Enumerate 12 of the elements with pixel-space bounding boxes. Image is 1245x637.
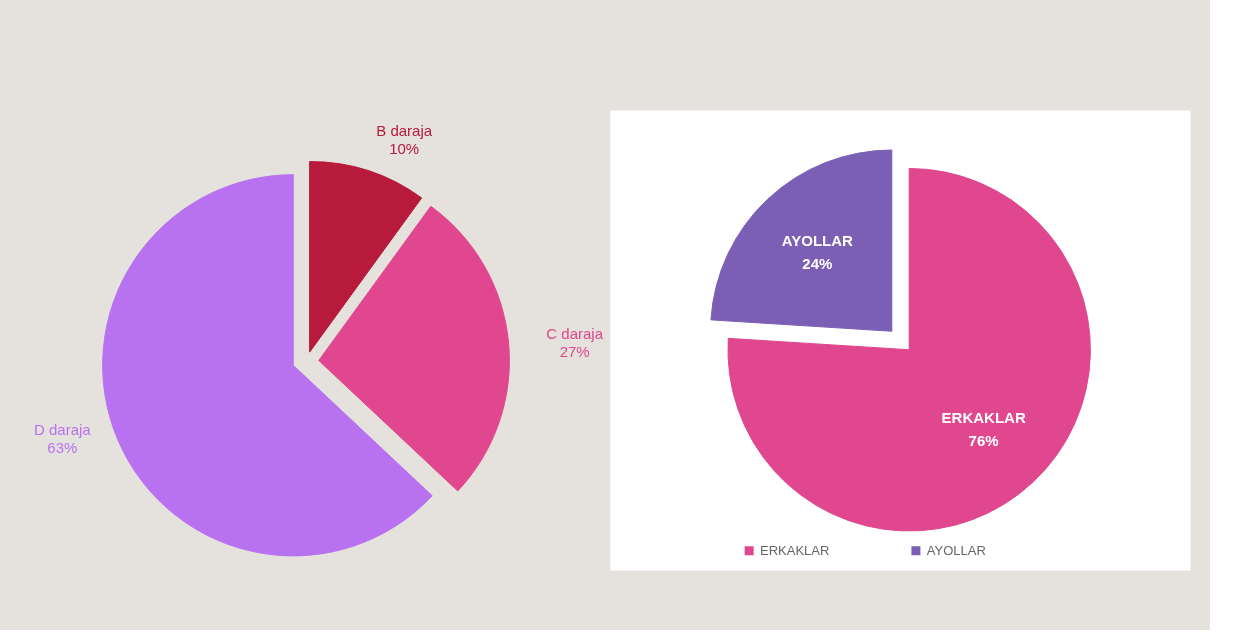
data-label: 10% [389, 139, 420, 157]
slice-label: C daraja [546, 325, 604, 343]
slice-label: ERKAKLAR [941, 408, 1026, 426]
data-label: 63% [47, 438, 78, 456]
slice-label: B daraja [376, 121, 433, 139]
legend-label: ERKAKLAR [760, 543, 830, 559]
slice-label: D daraja [33, 420, 92, 438]
data-label: 27% [559, 343, 590, 361]
data-label: 24% [802, 255, 833, 273]
slice-label: AYOLLAR [781, 231, 854, 249]
data-label: 76% [968, 432, 999, 450]
legend-label: AYOLLAR [926, 543, 986, 559]
